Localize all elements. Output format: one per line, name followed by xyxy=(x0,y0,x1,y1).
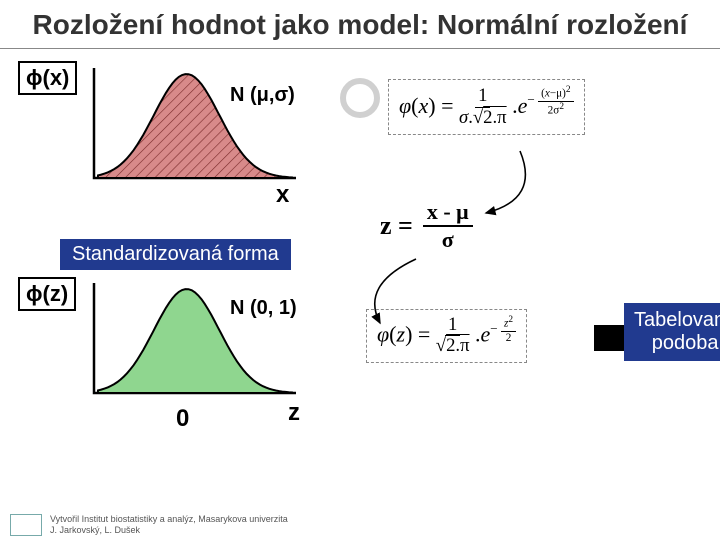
phi-z-label: ϕ(z) xyxy=(18,277,76,311)
z-fraction: x - μ σ xyxy=(423,201,473,251)
footer-line1: Vytvořil Institut biostatistiky a analýz… xyxy=(50,514,288,525)
zero-label: 0 xyxy=(176,405,189,433)
footer-line2: J. Jarkovský, L. Dušek xyxy=(50,525,288,536)
z-axis-label: z xyxy=(288,399,300,427)
tab-line2: podoba xyxy=(634,332,720,355)
footer-text: Vytvořil Institut biostatistiky a analýz… xyxy=(50,514,288,536)
iba-logo-icon xyxy=(10,514,42,536)
phi-x-label: ϕ(x) xyxy=(18,61,77,95)
z-lhs: z = xyxy=(380,211,413,241)
standardized-banner: Standardizovaná forma xyxy=(60,239,291,270)
x-axis-label: x xyxy=(276,181,289,209)
normal-curve-x xyxy=(90,64,300,184)
formula-phi-x: φ(x) = 1σ.√2.π .e− (x−μ)22σ2 xyxy=(388,79,585,135)
page-title: Rozložení hodnot jako model: Normální ro… xyxy=(0,0,720,46)
tabulated-form-box: Tabelovaná podoba xyxy=(624,303,720,361)
footer: Vytvořil Institut biostatistiky a analýz… xyxy=(10,514,288,536)
content-stage: ϕ(x) N (μ,σ) x φ(x) = 1σ.√2.π .e− (x−μ)2… xyxy=(0,49,720,469)
z-transform-formula: z = x - μ σ xyxy=(380,201,473,251)
z-denominator: σ xyxy=(442,227,454,251)
n-mu-sigma-label: N (μ,σ) xyxy=(230,84,295,107)
formula-phi-z: φ(z) = 1√2.π .e− z22 xyxy=(366,309,527,364)
arrow-shaft xyxy=(594,325,628,351)
z-numerator: x - μ xyxy=(423,201,473,227)
tab-line1: Tabelovaná xyxy=(634,309,720,332)
n-0-1-label: N (0, 1) xyxy=(230,297,297,320)
